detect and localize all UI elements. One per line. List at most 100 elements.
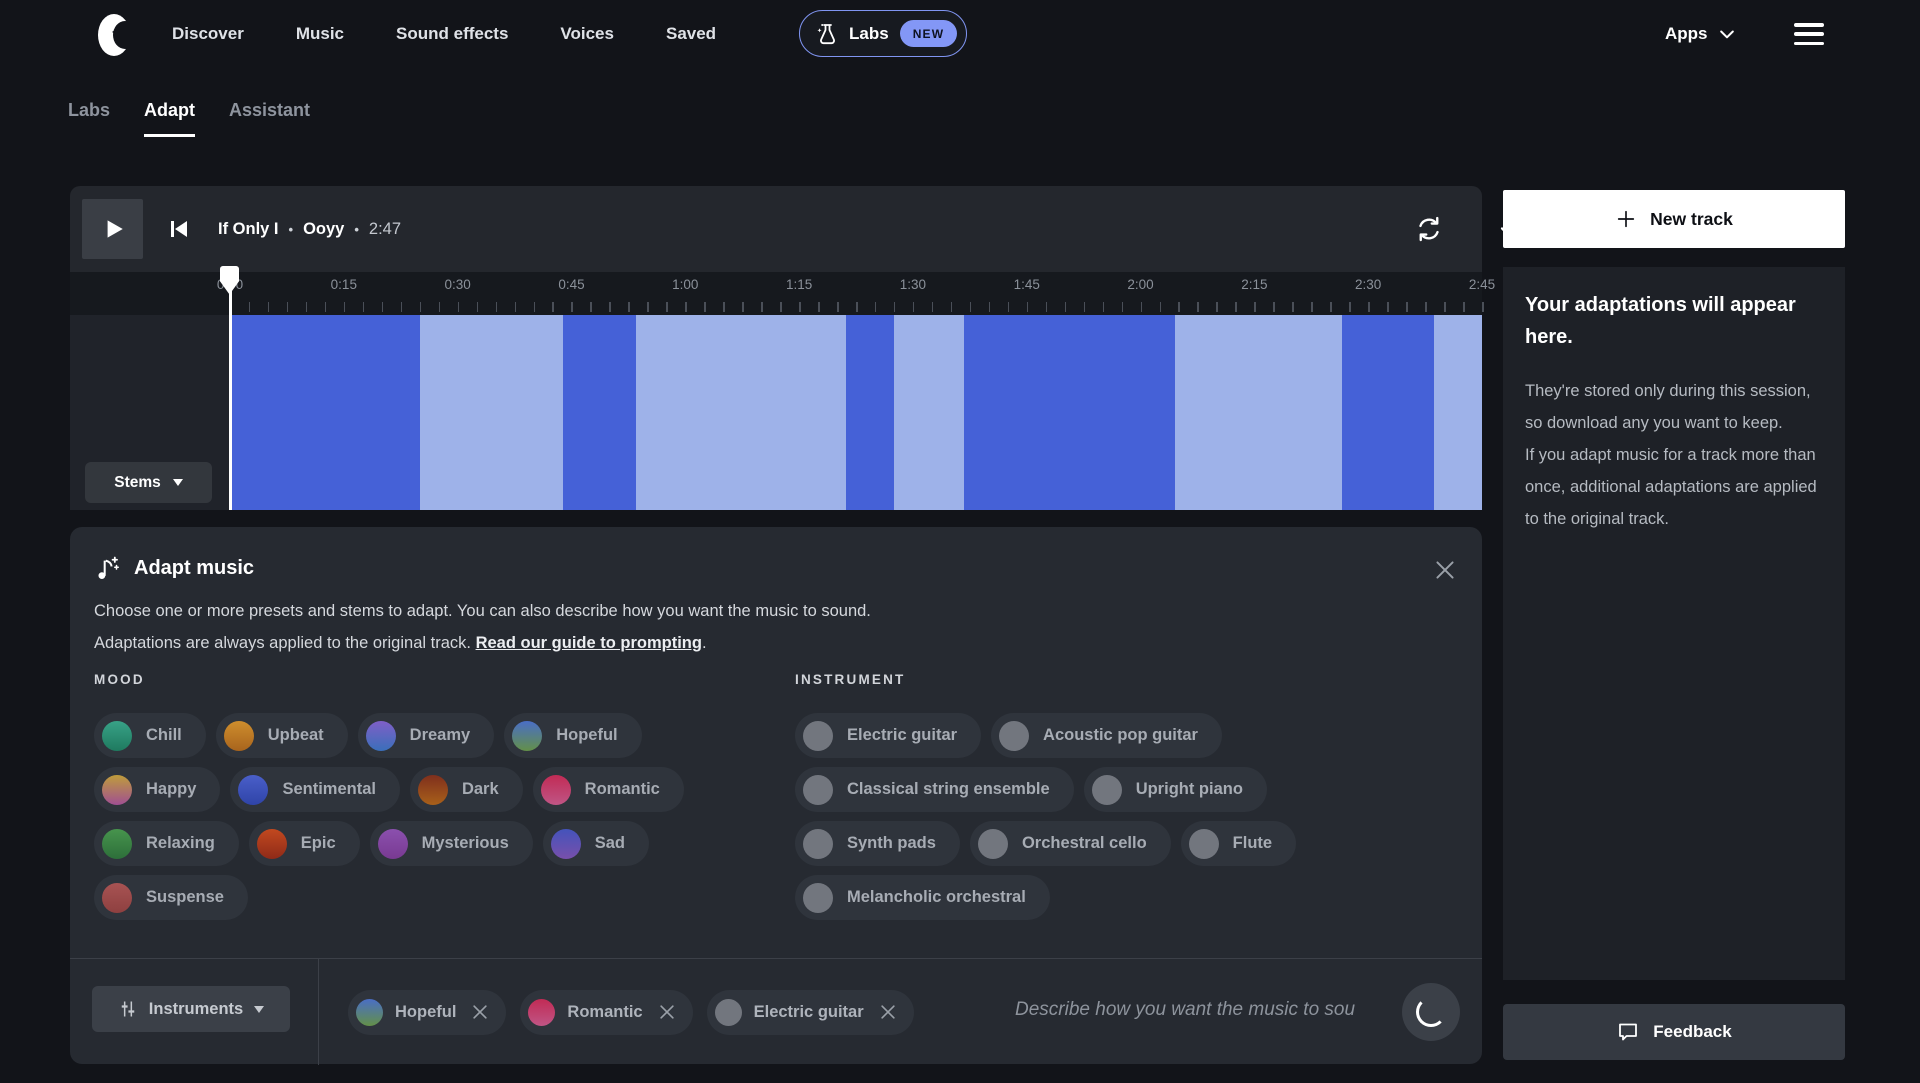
mood-pill-romantic[interactable]: Romantic: [532, 767, 684, 812]
mood-color-dot: [223, 720, 254, 751]
mood-pill-relaxing[interactable]: Relaxing: [94, 821, 239, 866]
waveform-segment-light[interactable]: [1434, 315, 1482, 510]
description-line-2: Adaptations are always applied to the or…: [94, 634, 707, 652]
nav-apps-dropdown[interactable]: Apps: [1665, 0, 1737, 68]
waveform-segment-dark[interactable]: [963, 315, 1176, 510]
nav-item-discover[interactable]: Discover: [172, 24, 244, 43]
instrument-pills: Electric guitar Acoustic pop guitar Classi…: [795, 713, 1465, 920]
waveform-segment-light[interactable]: [420, 315, 564, 510]
prompting-guide-link[interactable]: Read our guide to prompting: [475, 634, 702, 652]
epidemic-sound-logo[interactable]: [98, 14, 132, 56]
waveform-segment-dark[interactable]: [563, 315, 636, 510]
waveform[interactable]: [230, 315, 1482, 510]
adaptations-body-2: If you adapt music for a track more than…: [1525, 446, 1817, 528]
ruler-tick: [856, 302, 858, 312]
mood-color-dot: [512, 720, 543, 751]
instrument-pill-flute[interactable]: Flute: [1180, 821, 1297, 866]
mood-pill-upbeat[interactable]: Upbeat: [215, 713, 348, 758]
instrument-pill-acoustic-pop-guitar[interactable]: Acoustic pop guitar: [991, 713, 1222, 758]
instrument-color-dot: [1091, 774, 1122, 805]
description-line-1: Choose one or more presets and stems to …: [94, 602, 871, 620]
ruler-tick: [950, 302, 953, 312]
instruments-dropdown-button[interactable]: Instruments: [92, 986, 290, 1032]
waveform-segment-dark[interactable]: [230, 315, 421, 510]
ruler-tick: [1254, 302, 1256, 312]
time-ruler[interactable]: 0:000:150:300:451:001:151:301:452:002:15…: [217, 272, 1495, 315]
ruler-tick: [799, 302, 801, 312]
time-label-1-00: 1:00: [672, 277, 699, 292]
mood-pill-label: Sentimental: [282, 780, 376, 798]
ruler-tick: [1102, 302, 1105, 312]
panel-header: Adapt music: [94, 555, 254, 582]
mood-pill-hopeful[interactable]: Hopeful: [504, 713, 642, 758]
mood-pill-mysterious[interactable]: Mysterious: [369, 821, 533, 866]
new-track-label: New track: [1650, 208, 1733, 229]
ruler-tick: [609, 302, 611, 312]
mood-pill-chill[interactable]: Chill: [94, 713, 206, 758]
loop-button[interactable]: [1410, 211, 1448, 247]
instrument-pill-synth-pads[interactable]: Synth pads: [795, 821, 960, 866]
ruler-tick: [931, 302, 934, 312]
nav-item-music[interactable]: Music: [295, 24, 345, 43]
close-icon[interactable]: [1432, 557, 1458, 583]
instrument-pill-orchestral-cello[interactable]: Orchestral cello: [969, 821, 1171, 866]
instrument-pill-electric-guitar[interactable]: Electric guitar: [795, 713, 982, 758]
play-button[interactable]: [82, 199, 143, 259]
skip-to-start-button[interactable]: [162, 214, 194, 244]
remove-tag-icon[interactable]: [878, 1002, 898, 1022]
mood-pill-sentimental[interactable]: Sentimental: [230, 767, 400, 812]
mood-pill-sad[interactable]: Sad: [542, 821, 650, 866]
ruler-tick: [818, 302, 820, 312]
remove-tag-icon[interactable]: [657, 1002, 677, 1022]
instrument-color-dot: [803, 774, 833, 805]
submit-loading-button[interactable]: [1402, 983, 1460, 1041]
nav-item-voices[interactable]: Voices: [560, 24, 614, 43]
playhead-handle[interactable]: [220, 266, 240, 300]
mood-pill-dark[interactable]: Dark: [409, 767, 523, 812]
mood-pill-label: Happy: [146, 780, 197, 798]
nav-item-saved[interactable]: Saved: [665, 24, 717, 43]
ruler-tick: [988, 302, 991, 312]
ruler-tick: [1387, 302, 1389, 312]
prompt-input[interactable]: [1015, 987, 1400, 1033]
tab-adapt[interactable]: Adapt: [144, 100, 196, 137]
instrument-color-dot: [803, 720, 833, 751]
feedback-button[interactable]: Feedback: [1503, 1004, 1845, 1060]
instrument-color-dot: [803, 882, 833, 913]
mood-pill-happy[interactable]: Happy: [94, 767, 221, 812]
instrument-pill-melancholic-orchestral[interactable]: Melancholic orchestral: [795, 875, 1050, 920]
ruler-tick: [1292, 302, 1294, 312]
tab-assistant[interactable]: Assistant: [229, 100, 311, 120]
ruler-tick: [893, 302, 896, 312]
instrument-section-label: INSTRUMENT: [795, 672, 906, 687]
mood-pill-suspense[interactable]: Suspense: [94, 875, 248, 920]
stems-dropdown-button[interactable]: Stems: [85, 462, 212, 503]
instrument-pill-label: Electric guitar: [847, 726, 958, 744]
adaptations-body-1: They're stored only during this session,…: [1525, 382, 1811, 432]
instrument-pill-classical-string-ensemble[interactable]: Classical string ensemble: [795, 767, 1074, 812]
ruler-tick: [1178, 302, 1180, 312]
mood-pill-row: Suspense: [94, 875, 784, 920]
waveform-segment-light[interactable]: [893, 315, 964, 510]
ruler-tick: [248, 302, 251, 312]
waveform-segment-light[interactable]: [635, 315, 846, 510]
selected-tag-electric-guitar[interactable]: Electric guitar: [706, 989, 914, 1035]
tab-labs[interactable]: Labs: [68, 100, 111, 120]
mood-pill-epic[interactable]: Epic: [248, 821, 360, 866]
adaptations-body: They're stored only during this session,…: [1525, 375, 1823, 535]
nav-labs-button[interactable]: Labs NEW: [799, 10, 968, 57]
new-track-button[interactable]: New track: [1503, 190, 1845, 248]
selected-tag-romantic[interactable]: Romantic: [520, 989, 693, 1035]
ruler-tick: [552, 302, 554, 312]
mood-pill-dreamy[interactable]: Dreamy: [357, 713, 495, 758]
selected-tag-hopeful[interactable]: Hopeful: [348, 989, 507, 1035]
waveform-segment-dark[interactable]: [845, 315, 894, 510]
playhead-line[interactable]: [229, 272, 232, 510]
instrument-pill-upright-piano[interactable]: Upright piano: [1083, 767, 1267, 812]
waveform-segment-light[interactable]: [1175, 315, 1342, 510]
nav-item-sound-effects[interactable]: Sound effects: [396, 24, 509, 43]
time-label-2-00: 2:00: [1127, 277, 1154, 292]
waveform-segment-dark[interactable]: [1341, 315, 1435, 510]
hamburger-menu-icon[interactable]: [1794, 23, 1824, 45]
remove-tag-icon[interactable]: [470, 1002, 490, 1022]
